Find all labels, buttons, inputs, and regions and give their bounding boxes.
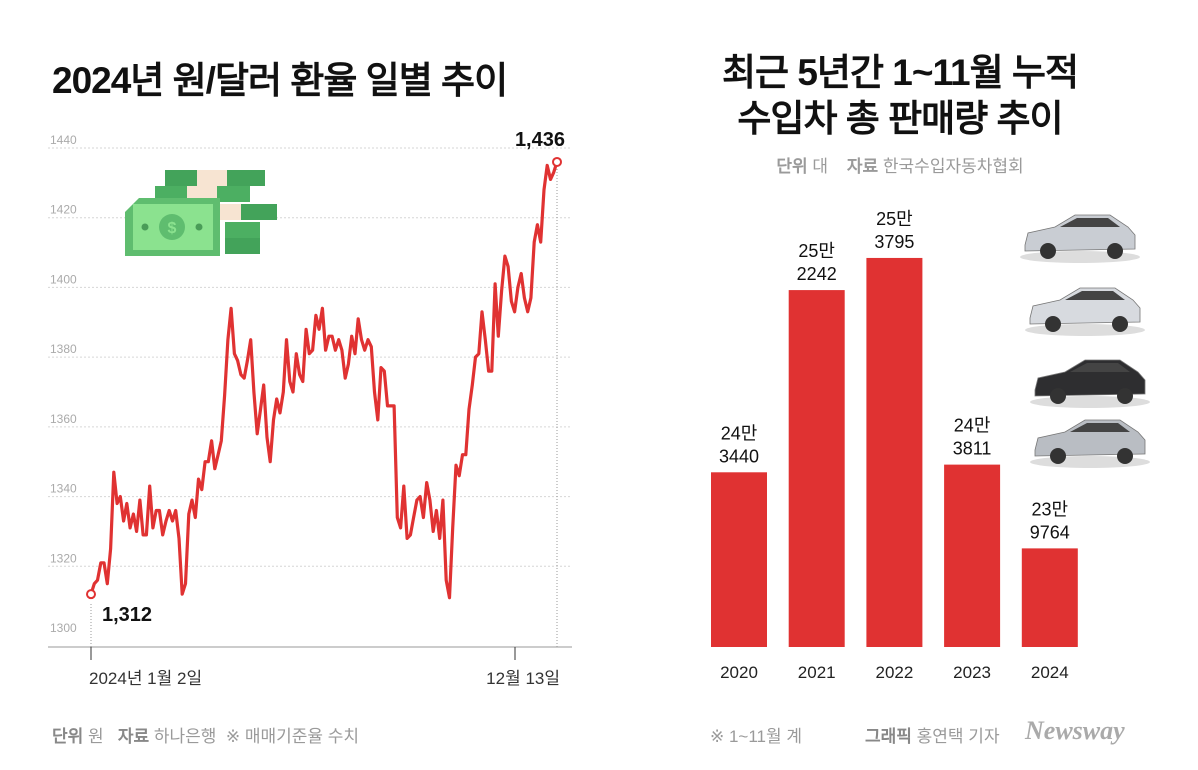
unit-label: 단위 [52, 727, 84, 746]
money-stack-icon: $ [125, 170, 277, 256]
right-meta: 단위 대 자료 한국수입자동차협회 [640, 152, 1160, 177]
exchange-rate-chart: 1300 1320 1340 1360 1380 1400 1420 1440 $ 2024년… [48, 129, 572, 688]
unit-value: 원 [88, 727, 104, 746]
source-label: 자료 [117, 727, 150, 746]
left-chart-title: 2024년 원/달러 환율 일별 추이 [52, 60, 508, 101]
sedan-car-icon [1030, 359, 1150, 408]
bar-label-rest: 3795 [874, 232, 914, 252]
left-footer: 단위 원 자료 하나은행 ※ 매매기준율 수치 [52, 722, 359, 747]
graphic-label: 그래픽 [865, 727, 912, 746]
unit-label: 단위 [776, 157, 808, 176]
x-category-label: 2022 [875, 663, 913, 682]
source-label: 자료 [846, 157, 879, 176]
sedan-car-icon [1030, 419, 1150, 468]
unit-value: 대 [812, 157, 828, 176]
bar-2021 [788, 290, 845, 647]
graphic-credit: 그래픽 홍연택 기자 [865, 722, 1000, 747]
source-value: 하나은행 [153, 727, 217, 746]
y-tick-label: 1340 [50, 482, 77, 496]
bar-label-man: 24만 [721, 423, 758, 443]
import-car-sales-chart: 24만 3440 2020 25만 2242 2021 25만 3795 2022 24만 3811… [711, 209, 1150, 682]
bar-label-rest: 3440 [719, 446, 759, 466]
exchange-rate-line [89, 161, 559, 600]
bar-label-man: 24만 [954, 416, 991, 436]
bar-2020 [711, 472, 767, 647]
x-category-label: 2021 [798, 663, 836, 682]
sedan-car-icon [1020, 214, 1140, 263]
bar-2022 [866, 257, 923, 647]
y-tick-label: 1320 [50, 551, 77, 565]
bar-label-rest: 3811 [953, 439, 992, 459]
source-value: 한국수입자동차협회 [882, 157, 1024, 176]
bar-2023 [944, 464, 1001, 647]
bar-label-rest: 9764 [1030, 522, 1070, 542]
newsway-logo: Newsway [1025, 716, 1125, 745]
bar-label-man: 23만 [1032, 499, 1069, 519]
y-tick-label: 1360 [50, 412, 77, 426]
right-title-line2: 수입차 총 판매량 추이 [737, 98, 1063, 139]
right-chart-title: 최근 5년간 1~11월 누적 수입차 총 판매량 추이 [640, 50, 1160, 142]
right-footnote: ※ 1~11월 계 [710, 727, 803, 746]
y-tick-label: 1420 [50, 203, 77, 217]
x-category-label: 2024 [1031, 663, 1069, 682]
graphic-author: 홍연택 기자 [916, 727, 1000, 746]
x-category-label: 2020 [720, 663, 758, 682]
suv-car-icon [1025, 287, 1145, 336]
start-value-label: 1,312 [102, 604, 152, 626]
end-point [552, 156, 562, 167]
x-tick-start: 2024년 1월 2일 [89, 669, 202, 688]
bar-label-man: 25만 [876, 209, 913, 229]
right-title-line1: 최근 5년간 1~11월 누적 [722, 52, 1079, 93]
end-value-label: 1,436 [515, 129, 565, 151]
start-point [86, 589, 96, 600]
bar-2024 [1021, 548, 1078, 647]
x-tick-end: 12월 13일 [486, 669, 560, 688]
bar-label-rest: 2242 [797, 264, 837, 284]
bar-label-man: 25만 [798, 241, 835, 261]
y-tick-label: 1300 [50, 621, 77, 635]
y-tick-label: 1380 [50, 342, 77, 356]
x-category-label: 2023 [953, 663, 991, 682]
svg-text:$: $ [168, 220, 177, 237]
footnote: ※ 매매기준율 수치 [225, 727, 360, 746]
y-tick-label: 1400 [50, 272, 77, 286]
y-tick-label: 1440 [50, 133, 77, 147]
